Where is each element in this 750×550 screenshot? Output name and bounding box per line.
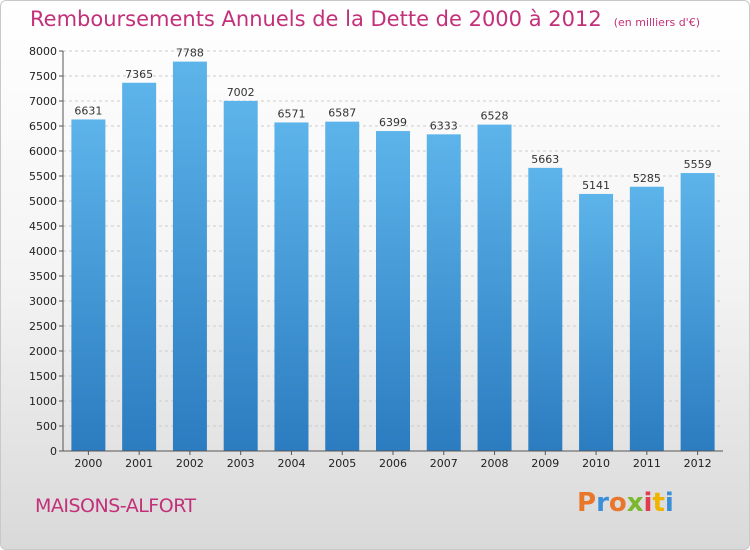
y-axis-ticks: 0 500 1000 1500 2000 2500 3000 3500 4000 4500 5000… [29, 45, 63, 458]
logo-letter: t [652, 488, 665, 518]
y-tick-label: 2500 [29, 320, 57, 333]
x-tick-label: 2003 [227, 457, 255, 470]
y-tick-label: 3500 [29, 270, 57, 283]
bar [172, 61, 207, 451]
y-tick-label: 4000 [29, 245, 57, 258]
y-tick-label: 4500 [29, 220, 57, 233]
x-tick-label: 2006 [379, 457, 407, 470]
value-label: 5663 [531, 153, 559, 166]
bar [528, 167, 563, 451]
value-label: 6399 [379, 116, 407, 129]
bar [680, 173, 715, 452]
x-tick-label: 2002 [176, 457, 204, 470]
x-tick-label: 2009 [531, 457, 559, 470]
logo-letter: i [664, 488, 674, 518]
x-tick-label: 2012 [684, 457, 712, 470]
bar [71, 119, 106, 451]
value-label: 5141 [582, 179, 610, 192]
logo-letter: x [626, 488, 644, 518]
x-tick-label: 2011 [633, 457, 661, 470]
bar [629, 186, 664, 451]
x-axis-ticks: 2000 2001 2002 2003 2004 2005 2006 2007 2008 2009… [74, 451, 712, 470]
bar [274, 122, 309, 451]
x-tick-label: 2005 [328, 457, 356, 470]
x-tick-label: 2007 [430, 457, 458, 470]
title-row: Remboursements Annuels de la Dette de 20… [30, 7, 700, 31]
bar [426, 134, 461, 451]
y-tick-label: 500 [36, 420, 57, 433]
chart-title: Remboursements Annuels de la Dette de 20… [30, 7, 602, 31]
bars [71, 61, 715, 452]
logo-letter: o [608, 488, 627, 518]
bar [122, 82, 157, 451]
bar [325, 121, 360, 452]
bar [376, 131, 410, 452]
x-tick-label: 2000 [74, 457, 102, 470]
y-tick-label: 3000 [29, 295, 57, 308]
y-tick-label: 2000 [29, 345, 57, 358]
y-tick-label: 5000 [29, 195, 57, 208]
proxiti-logo[interactable]: Proxiti [577, 488, 674, 518]
value-labels: 6631 7365 7788 7002 6571 6587 6399 6333 6528 5663… [74, 47, 711, 192]
bar [223, 100, 258, 452]
bar [579, 193, 614, 451]
logo-letter: r [596, 488, 609, 518]
logo-letter: P [577, 488, 597, 518]
y-tick-label: 5500 [29, 170, 57, 183]
y-tick-label: 0 [50, 445, 57, 458]
y-tick-label: 1500 [29, 370, 57, 383]
value-label: 7365 [125, 68, 153, 81]
y-tick-label: 1000 [29, 395, 57, 408]
value-label: 5285 [633, 172, 661, 185]
value-label: 5559 [684, 158, 712, 171]
x-tick-label: 2008 [481, 457, 509, 470]
bar [477, 124, 512, 451]
value-label: 7002 [227, 86, 255, 99]
y-tick-label: 8000 [29, 45, 57, 58]
y-tick-label: 7500 [29, 70, 57, 83]
value-label: 6631 [74, 104, 102, 117]
value-label: 6571 [277, 107, 305, 120]
y-tick-label: 6000 [29, 145, 57, 158]
value-label: 6333 [430, 119, 458, 132]
logo-letter: i [643, 488, 653, 518]
y-tick-label: 7000 [29, 95, 57, 108]
x-tick-label: 2001 [125, 457, 153, 470]
x-tick-label: 2010 [582, 457, 610, 470]
chart-subtitle: (en milliers d'€) [613, 16, 700, 29]
value-label: 6528 [481, 110, 509, 123]
value-label: 6587 [328, 107, 356, 120]
x-tick-label: 2004 [277, 457, 305, 470]
y-tick-label: 6500 [29, 120, 57, 133]
city-name: MAISONS-ALFORT [35, 495, 196, 517]
value-label: 7788 [176, 47, 204, 60]
